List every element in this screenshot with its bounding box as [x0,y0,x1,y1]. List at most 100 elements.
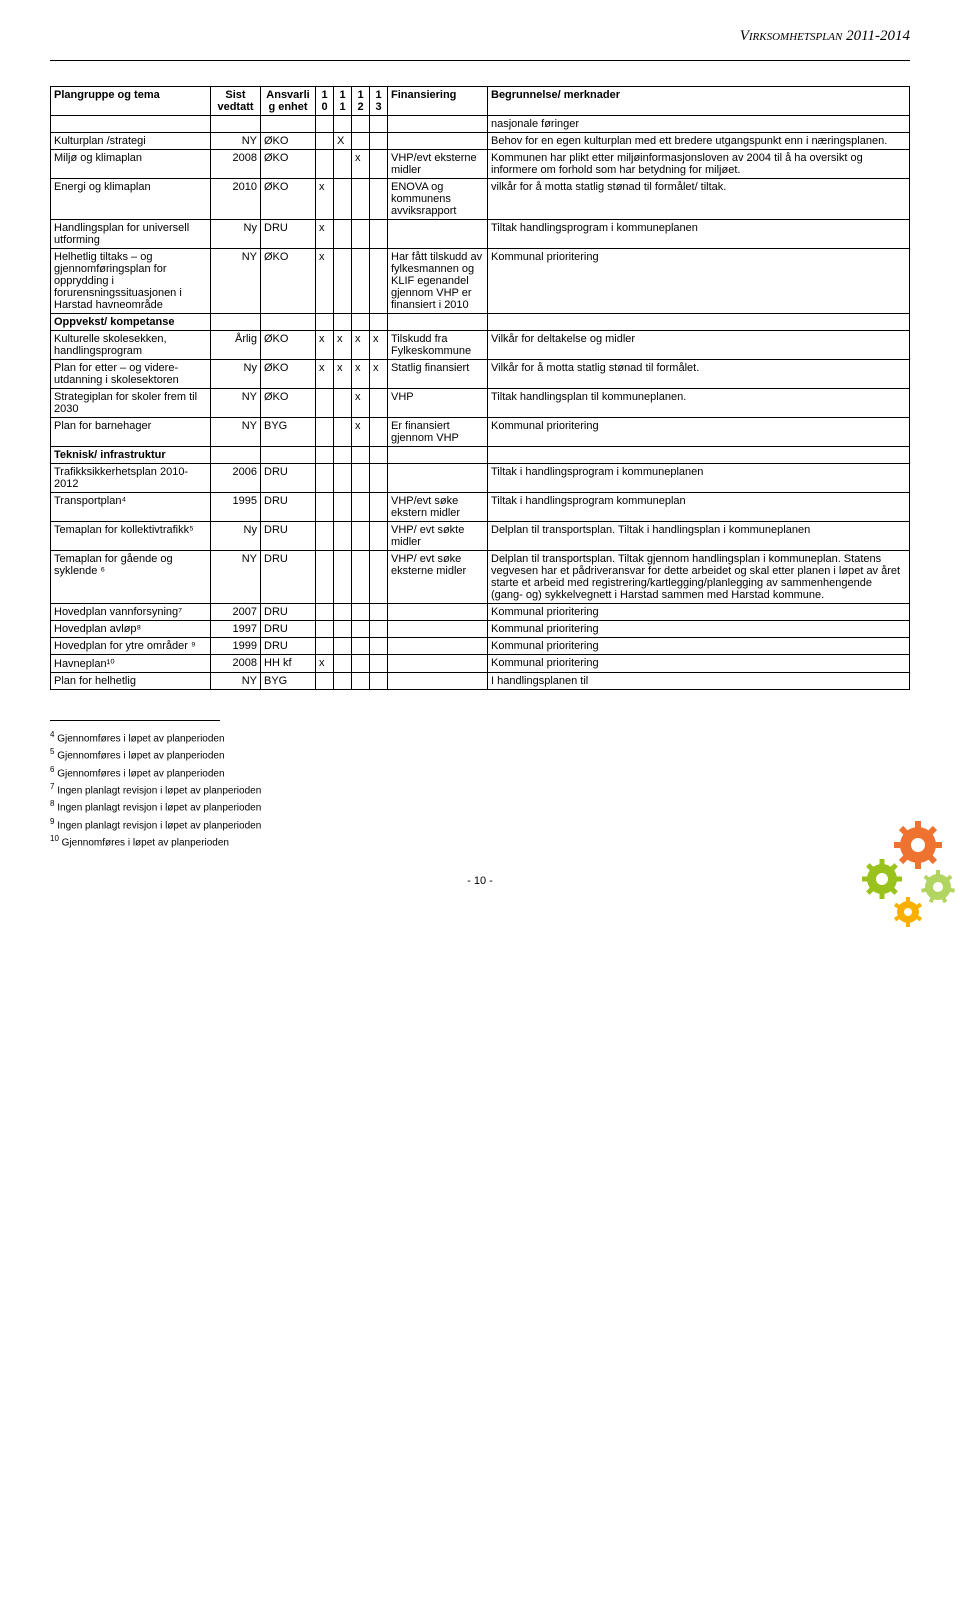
cell-y12 [352,133,370,150]
cell-enhet: ØKO [261,133,316,150]
cell-vedtatt: Ny [211,220,261,249]
cell-y11 [334,464,352,493]
cell-tema: Plan for barnehager [51,418,211,447]
cell-tema: Hovedplan for ytre områder ⁹ [51,638,211,655]
cell-y10 [316,464,334,493]
cell-merk: Kommunal prioritering [488,655,910,673]
cell-fin: VHP [388,389,488,418]
cell-merk: Vilkår for deltakelse og midler [488,331,910,360]
section-heading: Oppvekst/ kompetanse [51,314,211,331]
cell-enhet [261,116,316,133]
table-row: Kulturplan /strategiNYØKOXBehov for en e… [51,133,910,150]
header-title: Virksomhetsplan 2011-2014 [740,28,910,45]
cell-y11 [334,638,352,655]
cell-tema: Kulturplan /strategi [51,133,211,150]
cell-y13 [370,522,388,551]
table-row: Miljø og klimaplan2008ØKOxVHP/evt ekster… [51,150,910,179]
cell-vedtatt [211,116,261,133]
header-bar: Virksomhetsplan 2011-2014 [50,0,910,61]
cell-tema: Hovedplan vannforsyning⁷ [51,604,211,621]
cell-enhet: DRU [261,621,316,638]
cell-y12 [352,116,370,133]
cell-fin: Tilskudd fra Fylkeskommune [388,331,488,360]
cell-y12 [352,179,370,220]
cell-fin: VHP/evt eksterne midler [388,150,488,179]
cell-merk: Tiltak i handlingsprogram kommuneplan [488,493,910,522]
cell-vedtatt: Ny [211,360,261,389]
col-y10: 10 [316,87,334,116]
cell-merk: vilkår for å motta statlig stønad til fo… [488,179,910,220]
cell-fin: VHP/ evt søkte midler [388,522,488,551]
cell-y13 [370,551,388,604]
cell-enhet: HH kf [261,655,316,673]
col-fin: Finansiering [388,87,488,116]
cell-fin: VHP/evt søke ekstern midler [388,493,488,522]
cell-y12: x [352,150,370,179]
table-row: Plan for etter – og videre-utdanning i s… [51,360,910,389]
cell-y11 [334,389,352,418]
cell-fin [388,133,488,150]
cell-tema: Kulturelle skolesekken, handlingsprogram [51,331,211,360]
cell-tema: Handlingsplan for universell utforming [51,220,211,249]
cell-y13 [370,133,388,150]
cell-y13 [370,150,388,179]
table-row: Handlingsplan for universell utformingNy… [51,220,910,249]
cell-fin: Er finansiert gjennom VHP [388,418,488,447]
footnote-separator [50,720,220,721]
cell-merk: Kommunal prioritering [488,621,910,638]
cell-y13 [370,418,388,447]
cell-enhet: ØKO [261,249,316,314]
cell-vedtatt: NY [211,418,261,447]
cell-y11 [334,522,352,551]
cell-y10 [316,418,334,447]
cell-y10 [316,621,334,638]
cell-tema: Plan for helhetlig [51,673,211,690]
cell-enhet: DRU [261,604,316,621]
table-row: Hovedplan vannforsyning⁷2007DRUKommunal … [51,604,910,621]
section-heading: Teknisk/ infrastruktur [51,447,211,464]
footnote: 4 Gjennomføres i løpet av planperioden [50,729,910,746]
cell-fin [388,673,488,690]
cell-vedtatt: NY [211,551,261,604]
cell-y12 [352,604,370,621]
cell-y11: x [334,360,352,389]
footnote: 5 Gjennomføres i løpet av planperioden [50,746,910,763]
cell-merk: Kommunal prioritering [488,638,910,655]
cell-y11 [334,621,352,638]
cell-fin [388,655,488,673]
table-row: Temaplan for gående og syklende ⁶NYDRUVH… [51,551,910,604]
cell-y13 [370,220,388,249]
cell-vedtatt: 2010 [211,179,261,220]
cell-y12 [352,464,370,493]
cell-y10: x [316,249,334,314]
table-row: Energi og klimaplan2010ØKOxENOVA og komm… [51,179,910,220]
plan-table: Plangruppe og tema Sist vedtatt Ansvarli… [50,86,910,690]
cell-merk: Kommunal prioritering [488,604,910,621]
cell-vedtatt: 2006 [211,464,261,493]
footnote: 6 Gjennomføres i løpet av planperioden [50,764,910,781]
footnote: 10 Gjennomføres i løpet av planperioden [50,833,910,850]
cell-tema: Plan for etter – og videre-utdanning i s… [51,360,211,389]
cell-y11 [334,493,352,522]
cell-y11 [334,179,352,220]
cell-y10: x [316,360,334,389]
cell-y13 [370,621,388,638]
table-row: Transportplan⁴1995DRUVHP/evt søke ekster… [51,493,910,522]
cell-fin [388,464,488,493]
cell-y10 [316,551,334,604]
cell-y11 [334,418,352,447]
cell-tema: Helhetlig tiltaks – og gjennomføringspla… [51,249,211,314]
cell-y12 [352,621,370,638]
cell-y11 [334,673,352,690]
cell-tema: Transportplan⁴ [51,493,211,522]
cell-y13 [370,116,388,133]
cell-y12 [352,673,370,690]
cell-enhet: BYG [261,673,316,690]
cell-enhet: BYG [261,418,316,447]
cell-merk: Tiltak handlingsprogram i kommuneplanen [488,220,910,249]
cell-vedtatt: Årlig [211,331,261,360]
cell-enhet: ØKO [261,179,316,220]
cell-tema: Strategiplan for skoler frem til 2030 [51,389,211,418]
cell-y11 [334,604,352,621]
cell-y12 [352,493,370,522]
